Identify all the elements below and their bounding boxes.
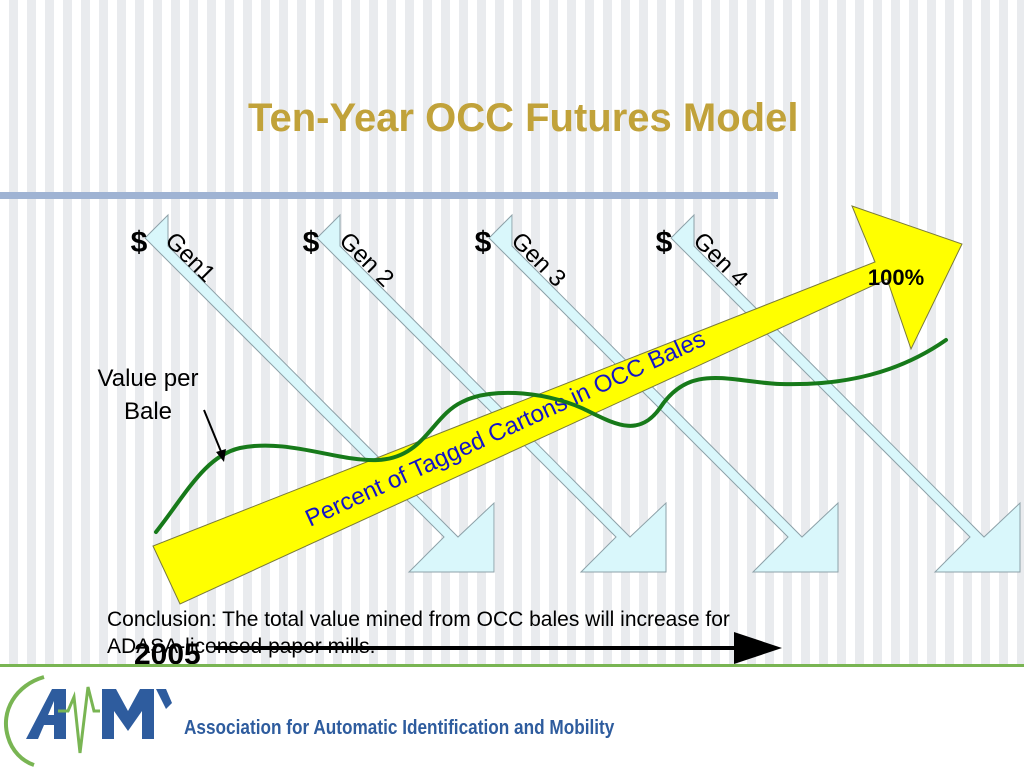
logo-letter-m (102, 689, 154, 739)
slide-title: Ten-Year OCC Futures Model (248, 96, 799, 140)
value-pointer-head (216, 449, 226, 462)
generation-arrow-1 (144, 213, 495, 573)
currency-symbol: $ (131, 226, 148, 259)
value-per-bale-label: Value per Bale (97, 365, 199, 425)
title-divider (0, 192, 778, 199)
percent-max-label: 100% (868, 265, 924, 290)
logo-pulse (58, 686, 100, 754)
generation-arrow-4 (670, 213, 1021, 573)
generation-arrow-2 (316, 213, 667, 573)
aim-logo (3, 675, 172, 767)
logo-swoosh (3, 675, 45, 767)
currency-symbol: $ (475, 226, 492, 259)
value-curve (154, 338, 948, 534)
organization-name: Association for Automatic Identification… (184, 717, 615, 739)
logo-letter-a (26, 689, 66, 739)
conclusion-text: Conclusion: The total value mined from O… (107, 608, 730, 658)
footer-bar: Association for Automatic Identification… (0, 664, 1024, 771)
percent-arrow-label: Percent of Tagged Cartons in OCC Bales (301, 325, 709, 532)
currency-symbol: $ (656, 226, 673, 259)
generation-arrow-3 (488, 213, 839, 573)
value-pointer-line (203, 409, 223, 455)
timeline-arrowhead (734, 632, 782, 664)
currency-symbol: $ (303, 226, 320, 259)
